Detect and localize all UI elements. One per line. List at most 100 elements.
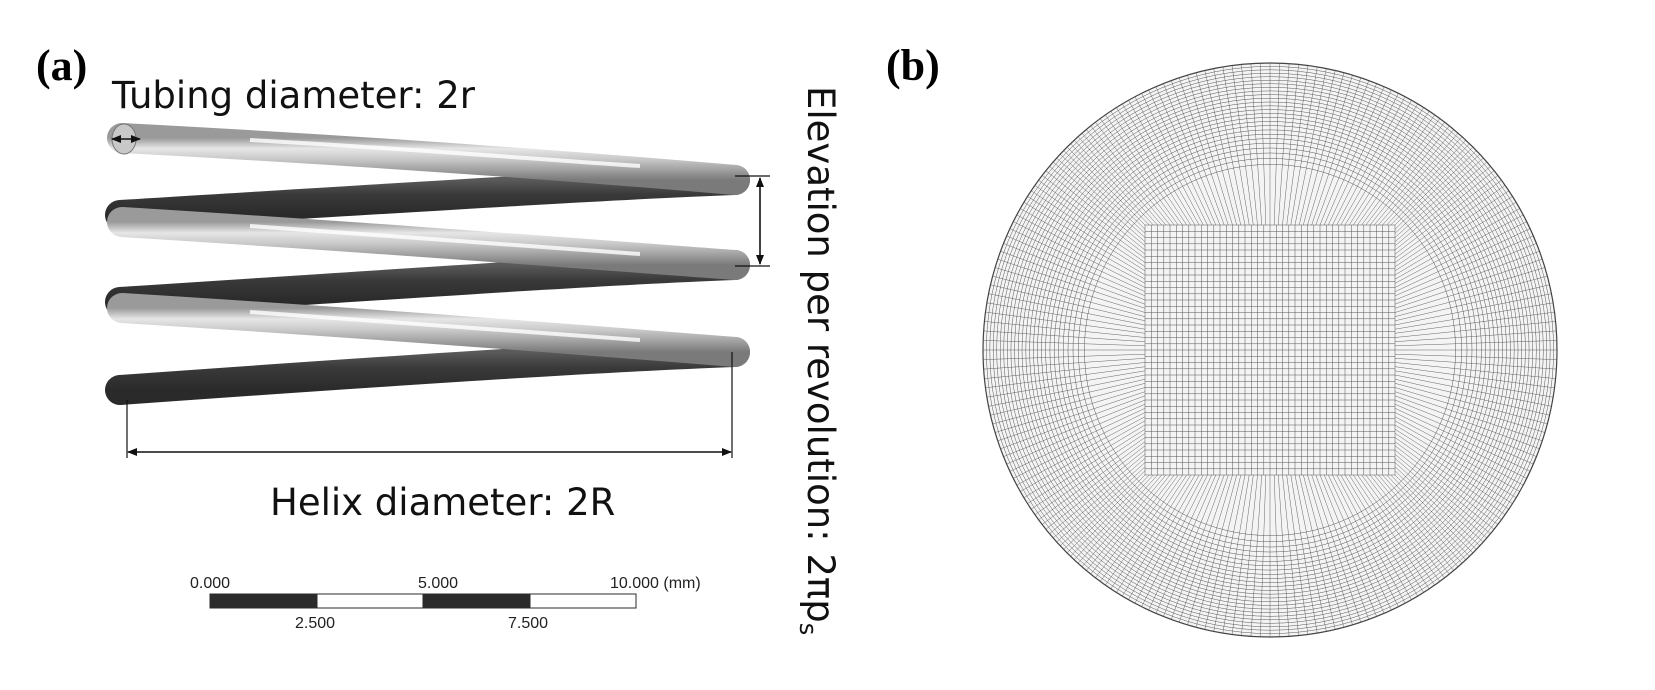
mesh-line xyxy=(983,358,1146,370)
mesh-ring xyxy=(1010,90,1530,610)
mesh-line xyxy=(1278,63,1290,226)
mesh-line xyxy=(1340,100,1412,226)
mesh-line xyxy=(1063,470,1146,550)
mesh-line xyxy=(985,366,1146,389)
mesh-line xyxy=(1394,146,1474,226)
mesh-line xyxy=(1003,243,1146,301)
mesh-line xyxy=(1070,143,1150,226)
mesh-line xyxy=(1365,122,1445,226)
mesh-line xyxy=(1060,466,1146,546)
mesh-line xyxy=(1020,208,1146,280)
mesh-line xyxy=(1315,80,1370,226)
mesh-line xyxy=(1282,64,1299,226)
mesh-ring xyxy=(1037,117,1503,583)
mesh-line xyxy=(1353,111,1430,226)
mesh-line xyxy=(1394,150,1477,230)
mesh-line xyxy=(1394,383,1548,425)
mesh-line xyxy=(1382,136,1463,226)
mesh-line xyxy=(1394,374,1552,407)
mesh-line xyxy=(1105,474,1183,586)
mesh-line xyxy=(1311,474,1362,623)
mesh-ring xyxy=(992,72,1548,628)
mesh-line xyxy=(1241,64,1258,226)
mesh-line xyxy=(1394,228,1531,292)
mesh-line xyxy=(1394,353,1557,360)
mesh-line xyxy=(1394,243,1537,301)
mesh-ring xyxy=(999,79,1541,621)
mesh-line xyxy=(1122,474,1196,597)
mesh-line xyxy=(1095,474,1175,578)
mesh-line xyxy=(1394,258,1543,309)
scale-segment-2 xyxy=(316,593,424,609)
mesh-line xyxy=(1394,208,1520,280)
mesh-line xyxy=(1195,474,1237,628)
mesh-line xyxy=(1353,474,1430,589)
mesh-line xyxy=(1394,340,1557,347)
mesh-line xyxy=(1394,185,1506,263)
mesh-line xyxy=(1394,424,1517,498)
mesh-line xyxy=(1027,196,1146,271)
mesh-line xyxy=(1365,474,1445,578)
mesh-line xyxy=(1386,140,1466,226)
mesh-line xyxy=(1394,470,1477,550)
mesh-line xyxy=(1056,157,1146,238)
mesh-line xyxy=(1034,437,1146,515)
mesh-line xyxy=(1286,474,1309,635)
mesh-line xyxy=(1311,77,1362,226)
mesh-line xyxy=(1066,474,1146,554)
scale-top-label-0: 0.000 xyxy=(190,575,230,592)
mesh-line xyxy=(995,387,1146,433)
mesh-ring xyxy=(1072,152,1468,548)
mesh-ring xyxy=(1007,87,1533,613)
mesh-line xyxy=(1394,267,1545,313)
tubing-diameter-label: Tubing diameter: 2r xyxy=(111,74,476,117)
mesh-line xyxy=(1344,474,1418,597)
mesh-line xyxy=(1009,228,1146,292)
mesh-line xyxy=(988,293,1146,326)
mesh-line xyxy=(1394,474,1474,554)
scale-bottom-label-1: 7.500 xyxy=(508,615,548,632)
mesh-line xyxy=(1204,474,1242,630)
mesh-line xyxy=(1000,395,1146,450)
mesh-line xyxy=(1282,474,1299,636)
mesh-line xyxy=(1394,408,1531,472)
mesh-line xyxy=(1394,449,1495,530)
mesh-ring xyxy=(996,76,1544,624)
mesh-line xyxy=(1163,474,1221,617)
mesh-line xyxy=(1357,474,1435,586)
mesh-line xyxy=(1394,293,1552,326)
panel-b: (b) xyxy=(886,41,1558,638)
mesh-line xyxy=(997,391,1146,442)
mesh-ring xyxy=(986,66,1554,634)
mesh-line xyxy=(1056,462,1146,543)
mesh-line xyxy=(1260,63,1267,226)
mesh-line xyxy=(1009,408,1146,472)
elevation-dimension xyxy=(735,175,770,267)
mesh-line xyxy=(1394,284,1550,322)
mesh-line xyxy=(1020,420,1146,492)
mesh-lines xyxy=(983,63,1557,637)
mesh-line xyxy=(1394,462,1484,543)
mesh-line xyxy=(1034,185,1146,263)
helix-highlight-1 xyxy=(249,138,641,168)
mesh-line xyxy=(997,258,1146,309)
mesh-line xyxy=(1328,89,1392,226)
mesh-line xyxy=(1074,474,1154,560)
mesh-line xyxy=(992,275,1146,317)
mesh-line xyxy=(1303,72,1345,226)
mesh-line xyxy=(1063,150,1146,230)
mesh-line xyxy=(1394,437,1506,515)
mesh-line xyxy=(1260,474,1267,637)
scale-bottom-label-0: 2.500 xyxy=(295,615,335,632)
mesh-line xyxy=(1170,474,1225,620)
mesh-line xyxy=(1100,118,1179,226)
mesh-line xyxy=(1204,70,1242,226)
elevation-label-subscript: s xyxy=(794,623,822,636)
mesh-line xyxy=(1187,75,1233,226)
mesh-line xyxy=(1315,474,1370,620)
mesh-line xyxy=(1307,474,1353,625)
scale-segment-1 xyxy=(209,593,318,609)
mesh-line xyxy=(1148,474,1212,611)
mesh-line xyxy=(1394,387,1545,433)
helix-highlight-3 xyxy=(249,310,641,342)
